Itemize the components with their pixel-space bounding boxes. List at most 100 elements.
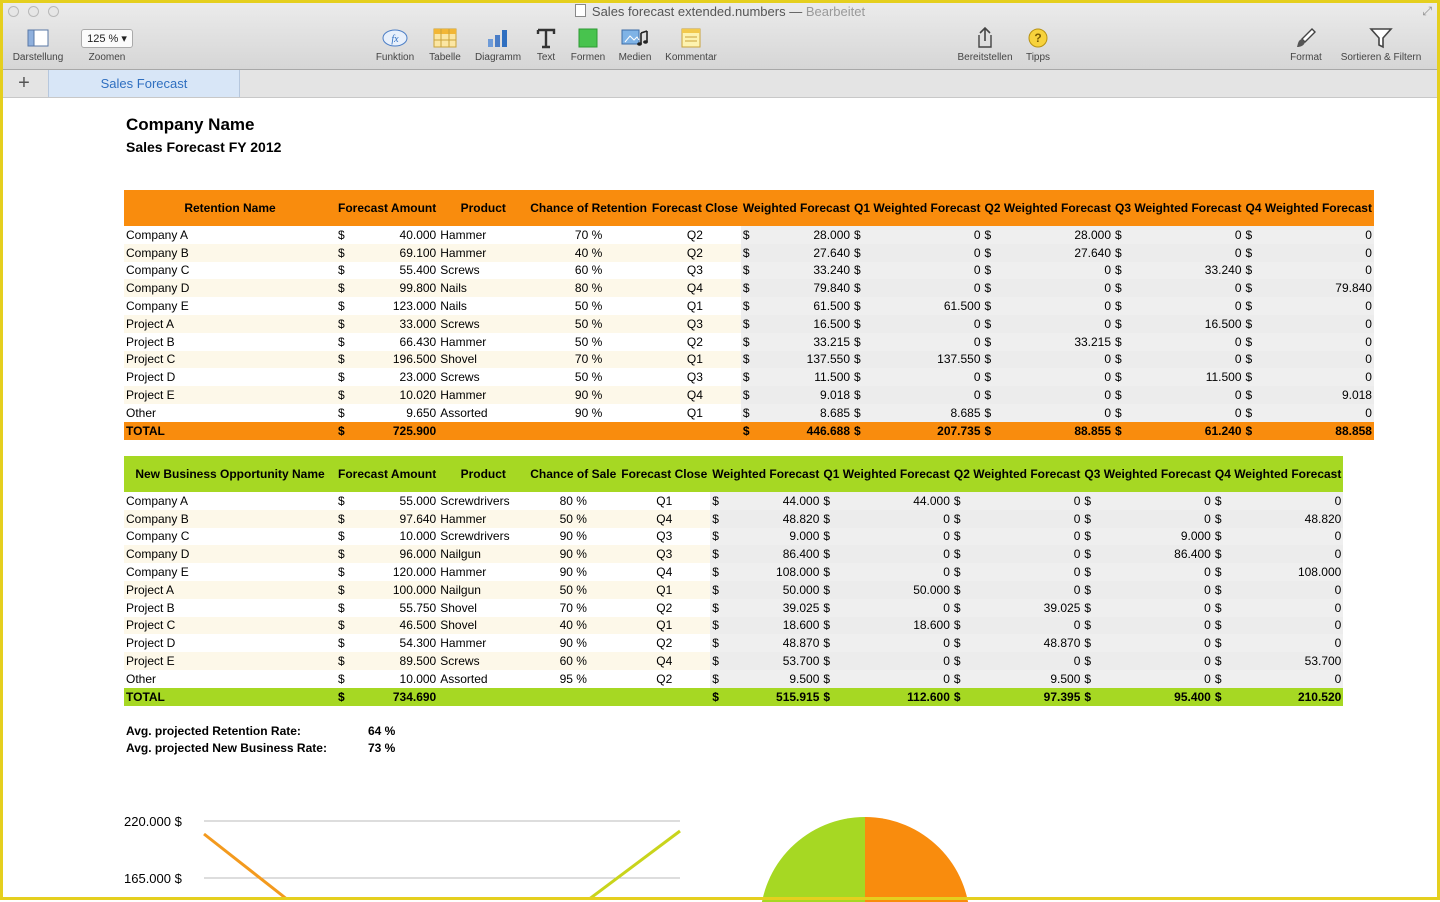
column-header[interactable]: Weighted Forecast	[742, 200, 851, 215]
q1-cell[interactable]: 0	[872, 261, 983, 280]
currency-symbol[interactable]: $	[951, 669, 973, 688]
q1-cell[interactable]: 0	[872, 368, 983, 387]
q4-cell[interactable]: 79.840	[1264, 279, 1374, 298]
product-cell[interactable]: Screws	[440, 316, 480, 331]
column-header[interactable]: New Business Opportunity Name	[135, 466, 325, 481]
close-window-button[interactable]	[8, 6, 19, 17]
currency-symbol[interactable]: $	[1243, 350, 1265, 369]
weighted-cell[interactable]: 28.000	[758, 226, 853, 244]
table-row[interactable]: Project D $23.000 Screws 50 % Q3 $11.500 $0 $0 $…	[124, 368, 1374, 387]
currency-symbol[interactable]: $	[338, 227, 345, 242]
forecast-amount-cell[interactable]: 97.640	[399, 511, 437, 526]
shapes-button[interactable]: Formen	[566, 24, 610, 63]
currency-symbol[interactable]: $	[338, 245, 345, 260]
close-cell[interactable]	[618, 688, 710, 706]
q2-cell[interactable]: 0	[1003, 279, 1114, 298]
currency-symbol[interactable]: $	[821, 492, 842, 510]
currency-symbol[interactable]: $	[338, 263, 345, 278]
currency-symbol[interactable]: $	[740, 261, 759, 280]
column-header[interactable]: Forecast Amount	[338, 200, 437, 215]
table-row[interactable]: Company B $97.640 Hammer 50 % Q4 $48.820 $0 $0 $…	[124, 509, 1344, 528]
q3-cell[interactable]: 16.500	[1133, 314, 1244, 333]
currency-symbol[interactable]: $	[821, 527, 842, 546]
currency-symbol[interactable]: $	[852, 386, 873, 404]
view-button[interactable]: Darstellung	[8, 24, 68, 63]
currency-symbol[interactable]: $	[821, 616, 842, 635]
format-button[interactable]: Format	[1282, 24, 1330, 63]
q1-cell[interactable]: 0	[841, 545, 952, 564]
forecast-amount-cell[interactable]: 54.300	[399, 636, 437, 651]
forecast-amount-cell[interactable]: 196.500	[392, 352, 437, 367]
tips-button[interactable]: ? Tipps	[1020, 24, 1056, 63]
currency-symbol[interactable]: $	[338, 689, 345, 704]
column-header[interactable]: Forecast Close	[651, 200, 738, 215]
product-cell[interactable]: Screws	[440, 263, 480, 278]
weighted-cell[interactable]: 446.688	[758, 421, 853, 440]
product-cell[interactable]: Hammer	[440, 565, 487, 580]
currency-symbol[interactable]: $	[821, 669, 842, 688]
chance-cell[interactable]: 70 %	[574, 227, 603, 242]
chance-cell[interactable]: 50 %	[574, 316, 603, 331]
currency-symbol[interactable]: $	[1212, 527, 1234, 546]
column-header[interactable]: Weighted Forecast	[712, 466, 820, 481]
q2-cell[interactable]: 0	[1003, 297, 1114, 315]
q4-cell[interactable]: 0	[1264, 403, 1374, 422]
name-cell[interactable]: TOTAL	[126, 689, 165, 704]
currency-symbol[interactable]: $	[338, 600, 345, 615]
currency-symbol[interactable]: $	[951, 492, 973, 510]
q1-cell[interactable]: 0	[841, 634, 952, 653]
column-header[interactable]: Forecast Close	[621, 466, 708, 481]
close-cell[interactable]: Q2	[686, 334, 703, 349]
currency-symbol[interactable]: $	[982, 314, 1004, 333]
q4-cell[interactable]: 0	[1264, 297, 1374, 315]
name-cell[interactable]: Project E	[126, 654, 175, 669]
table-row[interactable]: Project C $46.500 Shovel 40 % Q1 $18.600 $18.6…	[124, 616, 1344, 635]
q1-cell[interactable]: 0	[841, 598, 952, 617]
currency-symbol[interactable]: $	[1212, 545, 1234, 564]
currency-symbol[interactable]: $	[710, 598, 728, 617]
forecast-amount-cell[interactable]: 96.000	[399, 547, 437, 562]
q4-cell[interactable]: 0	[1233, 634, 1344, 653]
currency-symbol[interactable]: $	[1082, 598, 1104, 617]
currency-symbol[interactable]: $	[338, 582, 345, 597]
currency-symbol[interactable]: $	[1243, 421, 1265, 440]
currency-symbol[interactable]: $	[1113, 332, 1134, 351]
chance-cell[interactable]: 60 %	[574, 263, 603, 278]
currency-symbol[interactable]: $	[338, 493, 345, 508]
currency-symbol[interactable]: $	[338, 334, 345, 349]
close-cell[interactable]: Q4	[656, 511, 673, 526]
table-row[interactable]: Project E $89.500 Screws 60 % Q4 $53.700 $0 $0 $…	[124, 652, 1344, 670]
name-cell[interactable]: Company E	[126, 299, 189, 314]
q3-cell[interactable]: 0	[1103, 598, 1213, 617]
currency-symbol[interactable]: $	[982, 368, 1004, 387]
q3-cell[interactable]: 9.000	[1103, 527, 1213, 546]
sort-filter-button[interactable]: Sortieren & Filtern	[1334, 24, 1428, 63]
close-cell[interactable]: Q1	[656, 582, 673, 597]
q3-cell[interactable]: 0	[1103, 492, 1213, 510]
currency-symbol[interactable]: $	[821, 580, 842, 599]
currency-symbol[interactable]: $	[710, 669, 728, 688]
currency-symbol[interactable]: $	[821, 509, 842, 528]
zoom-control[interactable]: 125 % ▾ Zoomen	[78, 24, 136, 63]
name-cell[interactable]: Project B	[126, 600, 175, 615]
q3-cell[interactable]: 95.400	[1103, 687, 1213, 706]
q2-cell[interactable]: 0	[1003, 314, 1114, 333]
currency-symbol[interactable]: $	[1113, 226, 1134, 244]
currency-symbol[interactable]: $	[338, 529, 345, 544]
chance-cell[interactable]	[528, 422, 649, 440]
column-header[interactable]: Forecast Amount	[338, 466, 437, 481]
q1-cell[interactable]: 0	[872, 332, 983, 351]
q4-cell[interactable]: 0	[1264, 332, 1374, 351]
currency-symbol[interactable]: $	[1113, 261, 1134, 280]
q4-cell[interactable]: 48.820	[1233, 509, 1344, 528]
chance-cell[interactable]	[528, 688, 618, 706]
forecast-amount-cell[interactable]: 46.500	[399, 618, 437, 633]
fullscreen-icon[interactable]: ⤢	[1422, 4, 1432, 18]
q1-cell[interactable]: 18.600	[841, 616, 952, 635]
currency-symbol[interactable]: $	[740, 386, 759, 404]
q2-cell[interactable]: 0	[972, 616, 1083, 635]
chance-cell[interactable]: 90 %	[574, 405, 603, 420]
product-cell[interactable]: Hammer	[440, 388, 487, 403]
line-chart[interactable]: 220.000 $ 165.000 $	[110, 805, 690, 900]
currency-symbol[interactable]: $	[852, 279, 873, 298]
